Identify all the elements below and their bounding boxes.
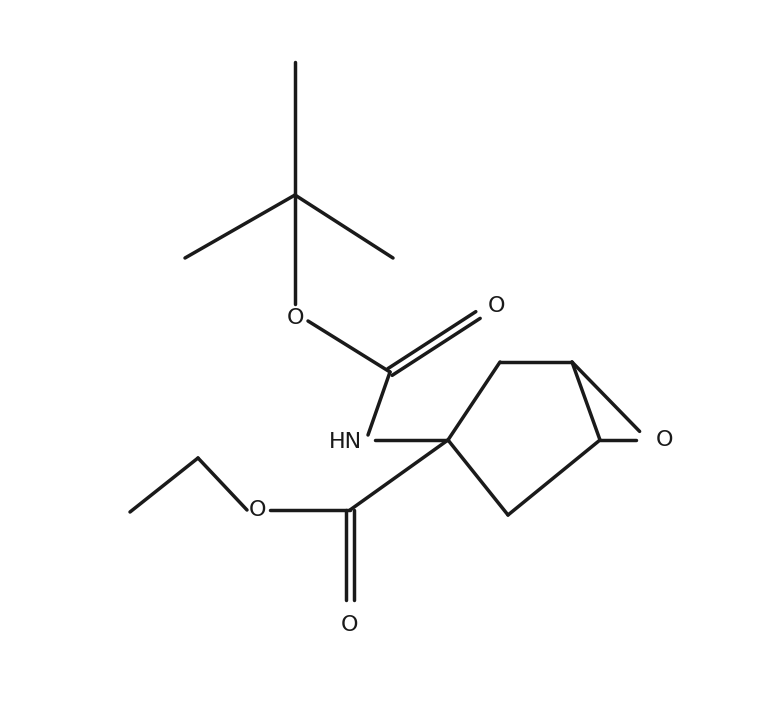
Text: O: O: [488, 296, 506, 316]
Text: O: O: [250, 500, 266, 520]
Text: O: O: [341, 615, 359, 635]
Text: O: O: [286, 308, 304, 328]
Text: HN: HN: [329, 432, 362, 452]
Text: O: O: [656, 430, 674, 450]
